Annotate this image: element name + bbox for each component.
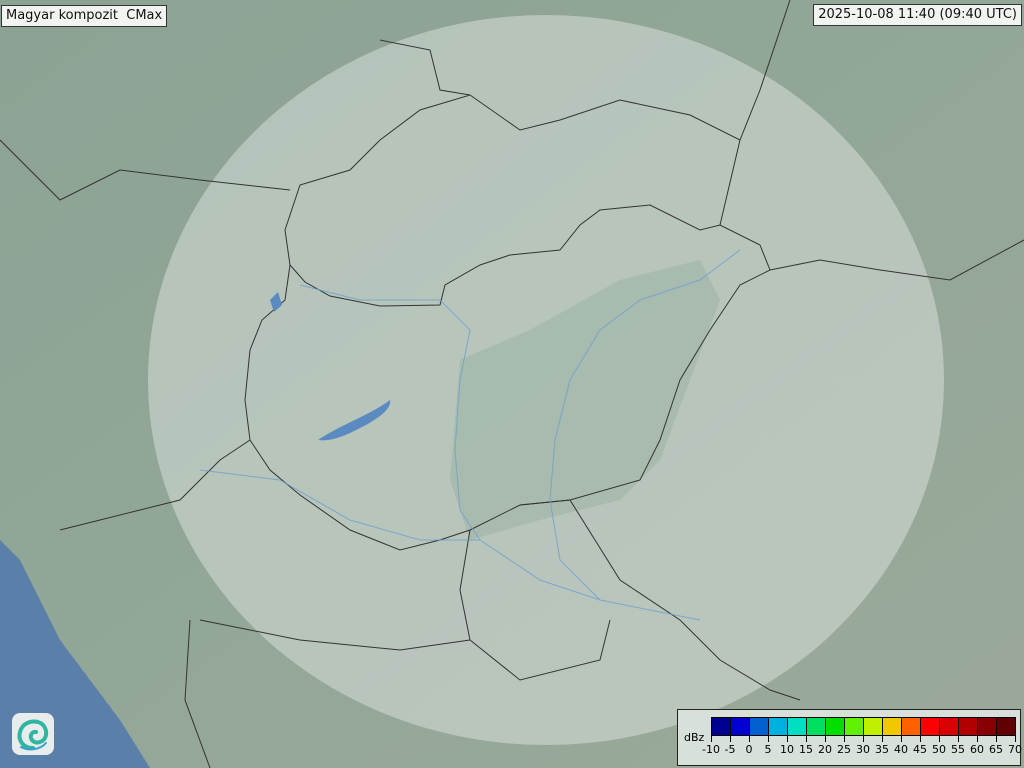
legend-tick-label: -5 [724, 743, 736, 756]
legend-tick-label: 5 [764, 743, 772, 756]
legend-tick-label: 0 [745, 743, 753, 756]
legend-tick-label: 55 [951, 743, 965, 756]
danube-river [299, 284, 701, 621]
legend-tick [768, 736, 769, 742]
legend-tick [1015, 736, 1016, 742]
legend-swatch [731, 718, 750, 735]
legend-tick [996, 736, 997, 742]
legend-swatch [769, 718, 788, 735]
radar-coverage [148, 15, 944, 745]
legend-tick [844, 736, 845, 742]
legend-tick [977, 736, 978, 742]
legend-tick-label: -10 [702, 743, 720, 756]
legend-tick [939, 736, 940, 742]
legend-swatch [959, 718, 978, 735]
legend-swatch [902, 718, 921, 735]
legend-swatch [750, 718, 769, 735]
legend-tick [749, 736, 750, 742]
timestamp: 2025-10-08 11:40 (09:40 UTC) [813, 4, 1022, 26]
legend-swatch [826, 718, 845, 735]
serbia-border [519, 499, 801, 701]
adriatic-sea [0, 540, 150, 768]
legend-tick-label: 50 [932, 743, 946, 756]
swirl-logo-icon [12, 713, 54, 755]
legend-tick [863, 736, 864, 742]
legend-tick [711, 736, 712, 742]
legend-tick [730, 736, 731, 742]
legend-swatch [807, 718, 826, 735]
legend-tick [787, 736, 788, 742]
legend-tick [825, 736, 826, 742]
legend-tick-label: 40 [894, 743, 908, 756]
drava-river [199, 469, 480, 541]
legend-tick [882, 736, 883, 742]
legend-tick-label: 70 [1008, 743, 1022, 756]
legend-tick-label: 15 [799, 743, 813, 756]
northern-border [0, 0, 791, 201]
legend-tick-label: 60 [970, 743, 984, 756]
legend-unit: dBz [684, 731, 705, 744]
legend-tick-label: 45 [913, 743, 927, 756]
bosnia-border [184, 619, 471, 768]
tisza-river [549, 249, 741, 601]
legend-color-bar [711, 717, 1016, 736]
legend-tick-label: 20 [818, 743, 832, 756]
rivers [199, 249, 741, 621]
great-plain-lowland [450, 260, 720, 540]
legend-tick-label: 65 [989, 743, 1003, 756]
legend-tick [958, 736, 959, 742]
legend-swatch [940, 718, 959, 735]
romania-border [769, 239, 1024, 281]
legend-swatch [978, 718, 997, 735]
legend-swatch [864, 718, 883, 735]
legend-tick-label: 10 [780, 743, 794, 756]
legend-tick-label: 30 [856, 743, 870, 756]
legend-tick [920, 736, 921, 742]
legend-tick [901, 736, 902, 742]
legend-swatch [883, 718, 902, 735]
legend-swatch [712, 718, 731, 735]
lake-balaton [318, 400, 391, 441]
lake-neusiedl [270, 292, 282, 312]
croatia-border [59, 439, 611, 681]
legend-swatch [997, 718, 1015, 735]
legend-swatch [921, 718, 940, 735]
legend-tick-label: 35 [875, 743, 889, 756]
legend-tick [806, 736, 807, 742]
legend-tick-label: 25 [837, 743, 851, 756]
legend-swatch [845, 718, 864, 735]
product-title: Magyar kompozit CMax [1, 5, 168, 27]
hungary-border [244, 204, 771, 551]
legend-swatch [788, 718, 807, 735]
dbz-legend: dBz -10 -5 0 5 10 15 20 25 30 35 40 45 50 55 60 65 70 [677, 709, 1022, 766]
